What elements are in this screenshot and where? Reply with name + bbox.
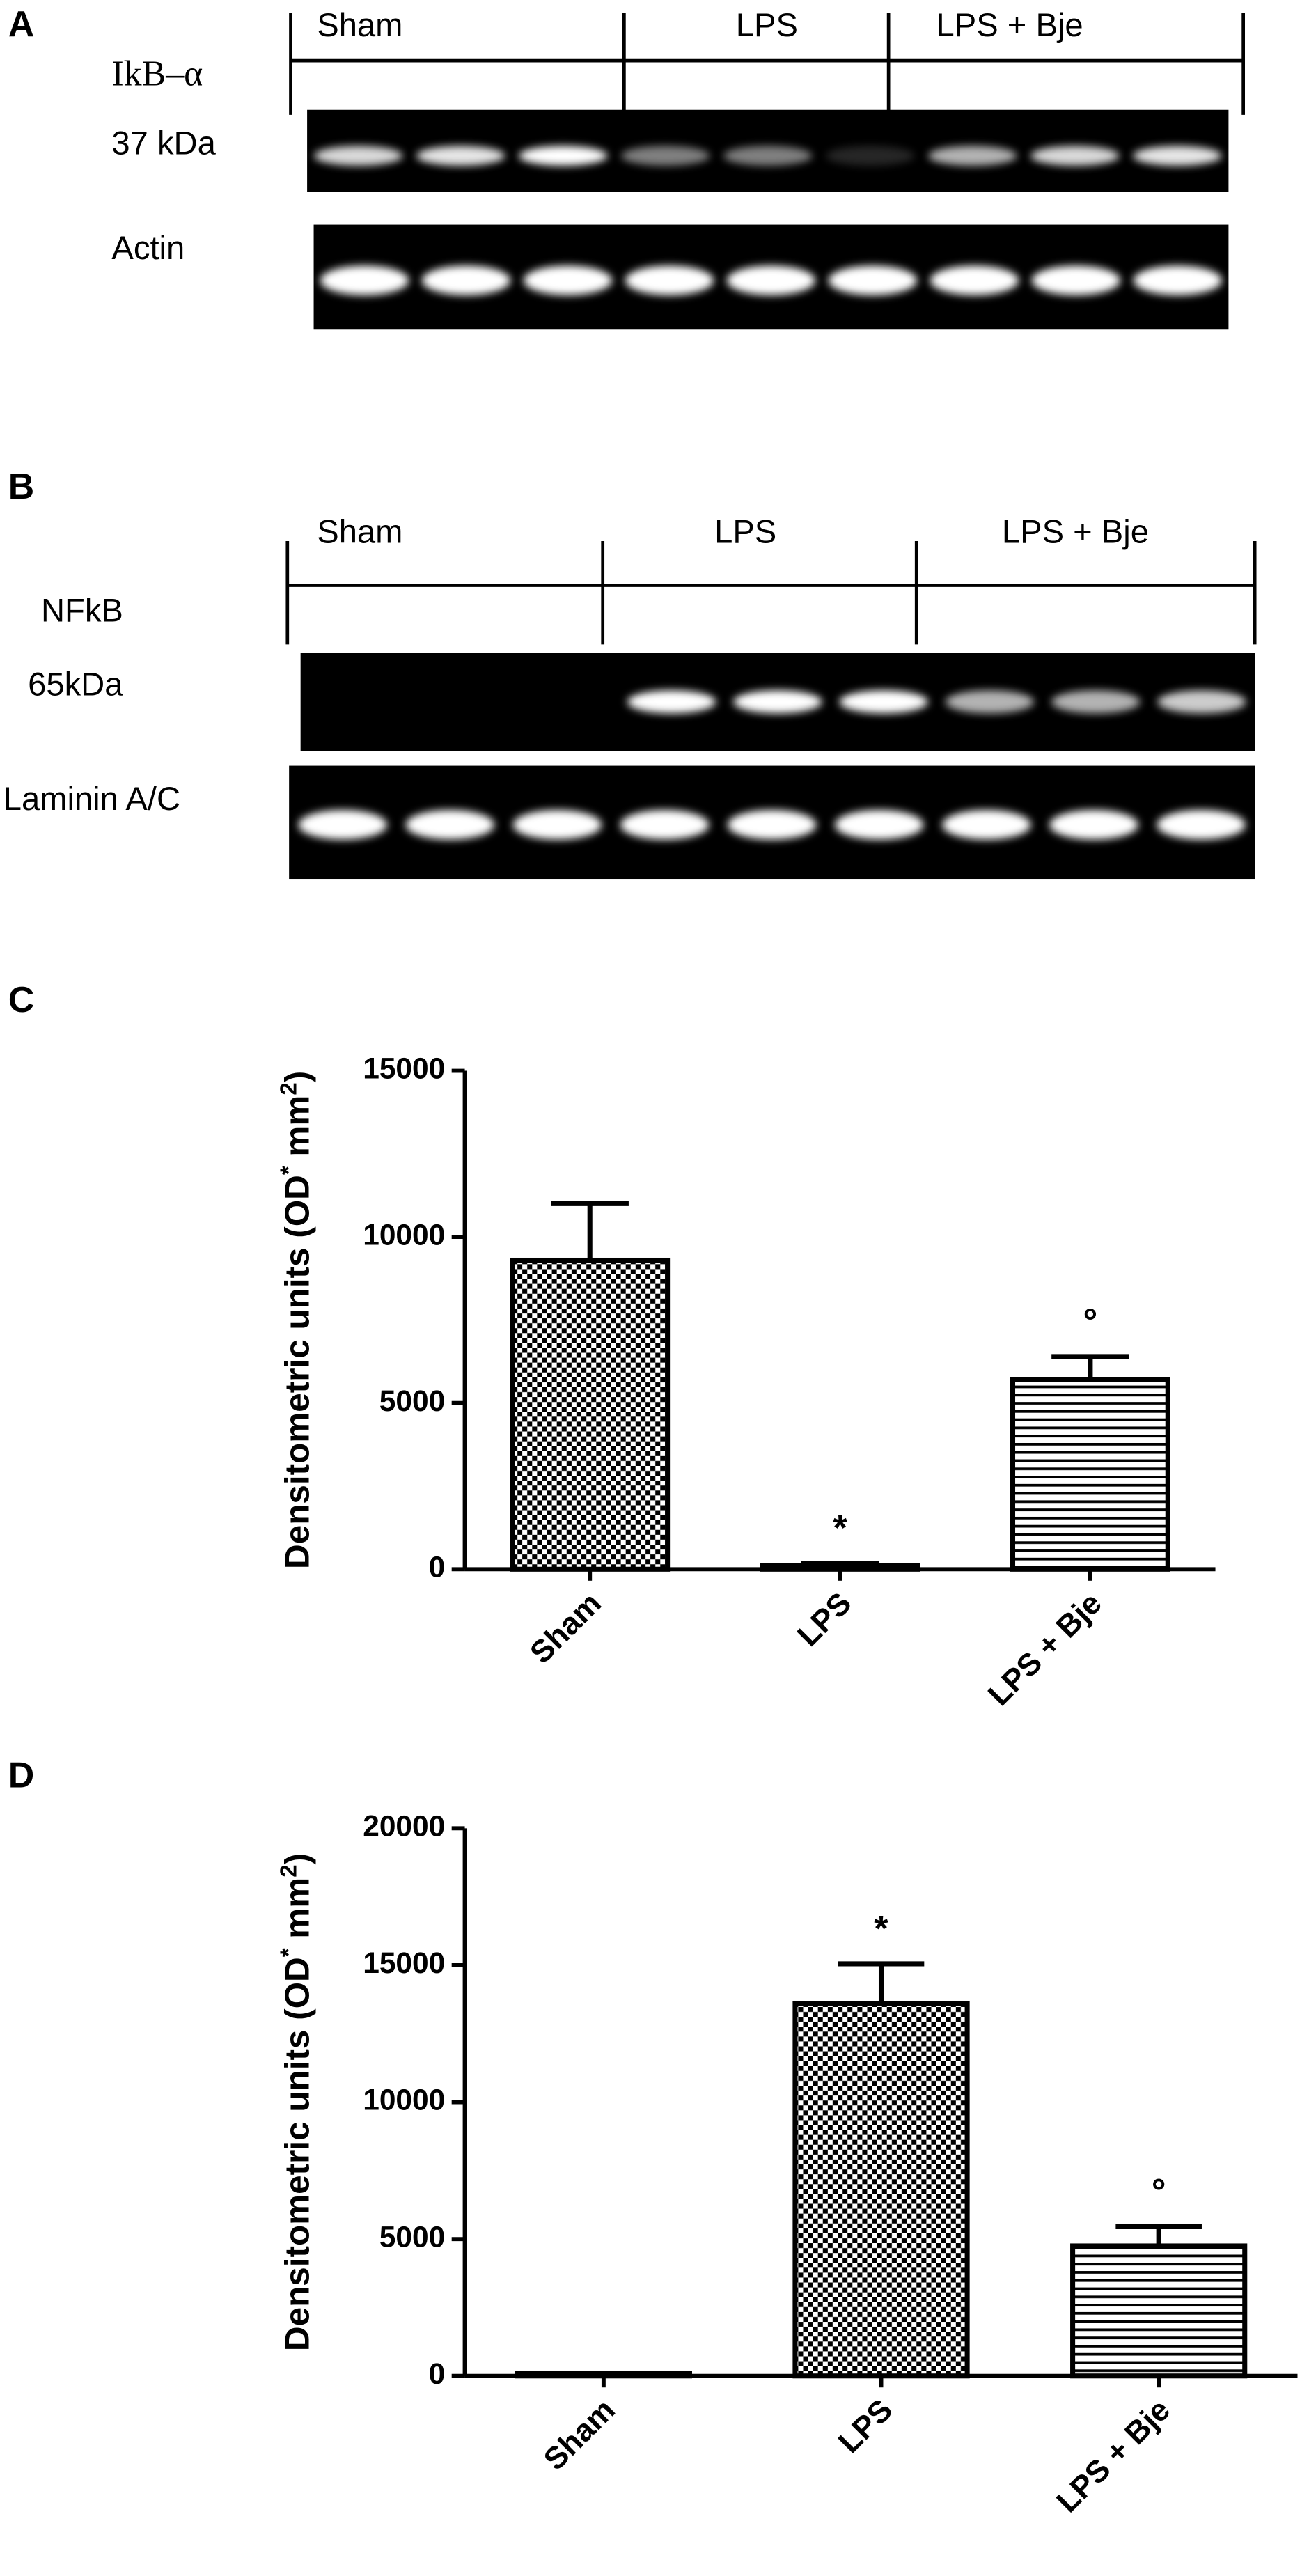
annotation: ° xyxy=(1083,1301,1098,1341)
band xyxy=(1030,146,1120,166)
x-tick-label: Sham xyxy=(537,2392,622,2476)
y-axis-label-part: Densitometric units (OD xyxy=(278,1957,316,2351)
panel-label: A xyxy=(8,3,34,44)
band xyxy=(733,690,822,714)
x-tick-label: LPS xyxy=(790,1586,858,1653)
panel-label: C xyxy=(8,979,34,1020)
y-tick-label: 15000 xyxy=(363,1946,445,1979)
band xyxy=(1051,690,1141,714)
error-bar xyxy=(551,1201,629,1260)
error-bar xyxy=(801,1561,879,1566)
y-tick-label: 0 xyxy=(429,2357,446,2390)
x-tick-label: LPS + Bje xyxy=(981,1586,1108,1712)
band xyxy=(405,810,495,840)
group-bracket xyxy=(289,13,1246,115)
group-bracket xyxy=(285,541,1257,645)
y-axis-label-part: * xyxy=(275,1166,301,1175)
group-label: LPS + Bje xyxy=(1002,513,1149,549)
annotation: * xyxy=(833,1508,847,1548)
band xyxy=(930,265,1019,295)
band xyxy=(416,146,505,166)
x-tick-label: LPS xyxy=(831,2392,899,2460)
band xyxy=(627,690,716,714)
y-axis-label-part: mm xyxy=(278,1095,316,1166)
panel-label: B xyxy=(8,466,34,506)
y-axis-label-part: ) xyxy=(278,1853,316,1864)
y-tick-label: 0 xyxy=(429,1551,446,1584)
panel-label: D xyxy=(8,1755,34,1795)
bar xyxy=(1070,2243,1248,2379)
y-tick-label: 10000 xyxy=(363,2084,445,2116)
band xyxy=(1157,810,1246,840)
y-axis-label: Densitometric units (OD* mm2) xyxy=(275,1853,317,2351)
blot-label: IkB–α xyxy=(111,54,203,93)
band xyxy=(839,690,928,714)
y-tick-label: 20000 xyxy=(363,1810,445,1843)
blot-label: Laminin A/C xyxy=(3,780,180,817)
band xyxy=(313,146,403,166)
band xyxy=(828,265,918,295)
band xyxy=(621,146,710,166)
annotation: * xyxy=(874,1908,888,1949)
blot-label: NFkB xyxy=(41,591,123,628)
group-label: LPS xyxy=(736,6,798,43)
blot-label: Actin xyxy=(111,229,185,266)
band xyxy=(1133,146,1222,166)
band xyxy=(523,265,613,295)
band xyxy=(723,146,813,166)
band xyxy=(298,810,387,840)
bar xyxy=(760,1563,920,1572)
band xyxy=(1049,810,1138,840)
band xyxy=(625,265,714,295)
bar xyxy=(792,2001,970,2379)
band xyxy=(320,265,409,295)
group-label: Sham xyxy=(317,513,402,549)
band xyxy=(826,146,915,166)
blot-size: 37 kDa xyxy=(111,124,216,161)
band xyxy=(519,146,608,166)
bar xyxy=(1010,1377,1170,1572)
band xyxy=(726,265,816,295)
y-axis-label-part: Densitometric units (OD xyxy=(278,1175,316,1569)
group-label: LPS + Bje xyxy=(936,6,1083,43)
y-tick-label: 10000 xyxy=(363,1218,445,1251)
annotation: ° xyxy=(1152,2171,1166,2212)
band xyxy=(421,265,511,295)
band xyxy=(727,810,817,840)
y-axis-label-part: 2 xyxy=(275,1082,301,1095)
band xyxy=(928,146,1017,166)
error-bar xyxy=(1115,2224,1202,2246)
bands xyxy=(298,146,1246,840)
y-axis-label-part: 2 xyxy=(275,1864,301,1877)
band xyxy=(945,690,1035,714)
blot-size: 65kDa xyxy=(28,665,123,702)
band xyxy=(1157,690,1246,714)
group-label: Sham xyxy=(317,6,402,43)
y-tick-label: 5000 xyxy=(379,1384,445,1417)
y-axis-label-part: * xyxy=(275,1948,301,1957)
group-label: LPS xyxy=(714,513,776,549)
band xyxy=(512,810,602,840)
band xyxy=(942,810,1031,840)
y-axis-label-part: ) xyxy=(278,1071,316,1082)
x-tick-label: Sham xyxy=(524,1586,609,1670)
error-bar xyxy=(1051,1354,1129,1380)
x-tick-label: LPS + Bje xyxy=(1050,2392,1177,2519)
bar xyxy=(510,1257,671,1572)
band xyxy=(620,810,710,840)
band xyxy=(1031,265,1121,295)
error-bar xyxy=(838,1961,925,2004)
y-axis-label: Densitometric units (OD* mm2) xyxy=(275,1071,317,1569)
band xyxy=(1133,265,1223,295)
y-tick-label: 5000 xyxy=(379,2220,445,2253)
band xyxy=(835,810,924,840)
y-tick-label: 15000 xyxy=(363,1052,445,1085)
y-axis-label-part: mm xyxy=(278,1878,316,1949)
